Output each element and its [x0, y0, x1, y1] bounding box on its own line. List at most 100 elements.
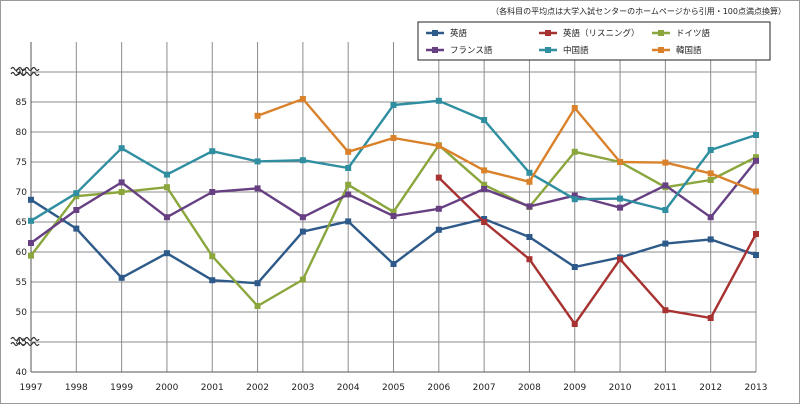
data-point — [526, 178, 533, 185]
legend-swatch-marker — [432, 47, 438, 53]
axis-break-mark — [10, 66, 40, 72]
data-point — [163, 171, 170, 178]
x-tick-label: 2004 — [337, 383, 360, 393]
data-point — [209, 277, 216, 284]
legend-entry: 英語 — [426, 28, 468, 39]
data-point — [345, 181, 352, 188]
data-point — [28, 217, 34, 224]
x-tick-label: 1998 — [65, 383, 88, 393]
y-tick-label: 85 — [16, 98, 27, 108]
data-point — [73, 190, 80, 197]
y-tick-label: 60 — [16, 248, 28, 258]
data-point — [481, 219, 488, 225]
legend-label: 英語 — [450, 28, 468, 39]
data-point — [118, 145, 125, 152]
legend-label: フランス語 — [450, 45, 493, 56]
data-point — [118, 274, 125, 281]
data-point — [571, 148, 578, 155]
data-point — [390, 213, 397, 219]
x-tick-label: 2008 — [518, 383, 541, 393]
y-tick-label: 65 — [16, 218, 27, 228]
data-point — [299, 96, 306, 102]
data-point — [526, 234, 533, 240]
legend-swatch-marker — [545, 47, 551, 53]
x-tick-label: 2000 — [155, 383, 178, 393]
data-point — [707, 170, 714, 177]
data-point — [254, 185, 261, 192]
data-point — [753, 132, 759, 138]
series-3 — [28, 157, 759, 246]
legend-box — [417, 21, 771, 61]
legend-entry: 英語（リスニング） — [539, 28, 640, 39]
x-tick-label: 2010 — [609, 383, 632, 393]
data-point — [662, 240, 669, 247]
data-point — [28, 240, 34, 246]
data-point — [390, 135, 397, 141]
data-point — [390, 102, 397, 108]
axis-break-mark — [10, 341, 40, 347]
series-line — [437, 176, 758, 326]
data-point — [254, 112, 261, 119]
data-point — [28, 252, 34, 259]
data-point — [118, 189, 125, 195]
data-point — [435, 97, 442, 104]
y-tick-label: 75 — [16, 158, 27, 168]
data-point — [73, 207, 80, 213]
data-point — [390, 208, 397, 215]
legend-label: 韓国語 — [676, 45, 702, 56]
data-point — [481, 167, 488, 174]
data-point — [299, 276, 306, 283]
data-point — [481, 186, 488, 192]
y-tick-label: 80 — [16, 128, 28, 138]
series-0 — [28, 196, 759, 287]
data-point — [662, 159, 669, 166]
data-point — [526, 203, 533, 210]
data-point — [753, 154, 759, 161]
data-point — [28, 196, 34, 203]
x-tick-label: 2011 — [654, 383, 677, 393]
data-point — [435, 142, 442, 149]
data-point — [163, 250, 170, 257]
x-tick-label: 2003 — [291, 383, 314, 393]
x-tick-label: 2002 — [246, 383, 269, 393]
data-point — [617, 159, 624, 165]
x-tick-label: 1999 — [110, 383, 133, 393]
data-point — [617, 195, 624, 202]
data-point — [753, 252, 759, 258]
data-point — [254, 303, 261, 309]
x-tick-label: 2006 — [427, 383, 450, 393]
y-tick-label: 45 — [16, 338, 27, 348]
data-point — [753, 231, 759, 237]
series-lines — [28, 96, 759, 327]
data-point — [707, 177, 714, 183]
data-point — [299, 157, 306, 164]
data-point — [163, 214, 170, 221]
data-point — [617, 256, 624, 263]
data-point — [209, 253, 216, 260]
data-point — [299, 228, 306, 235]
series-1 — [435, 174, 759, 327]
x-tick-label: 2005 — [382, 383, 405, 393]
data-point — [435, 205, 442, 212]
y-tick-label: 90 — [16, 68, 28, 78]
y-tick-label: 50 — [16, 308, 28, 318]
data-point — [209, 148, 216, 155]
legend-entry: ドイツ語 — [652, 28, 711, 39]
data-point — [707, 315, 714, 321]
x-tick-label: 2007 — [473, 383, 496, 393]
data-point — [345, 191, 352, 198]
legend-swatch-marker — [658, 47, 664, 53]
data-point — [526, 169, 533, 176]
data-point — [345, 218, 352, 225]
data-point — [345, 148, 352, 155]
legend-entry: 中国語 — [539, 45, 589, 56]
axis-break-mark — [10, 336, 40, 342]
series-4 — [28, 97, 759, 224]
data-point — [571, 321, 578, 327]
data-point — [571, 264, 578, 270]
legend-entry: 韓国語 — [652, 45, 702, 56]
data-point — [571, 192, 578, 199]
data-point — [526, 256, 533, 263]
legend-label: ドイツ語 — [676, 28, 711, 39]
data-point — [617, 204, 624, 211]
